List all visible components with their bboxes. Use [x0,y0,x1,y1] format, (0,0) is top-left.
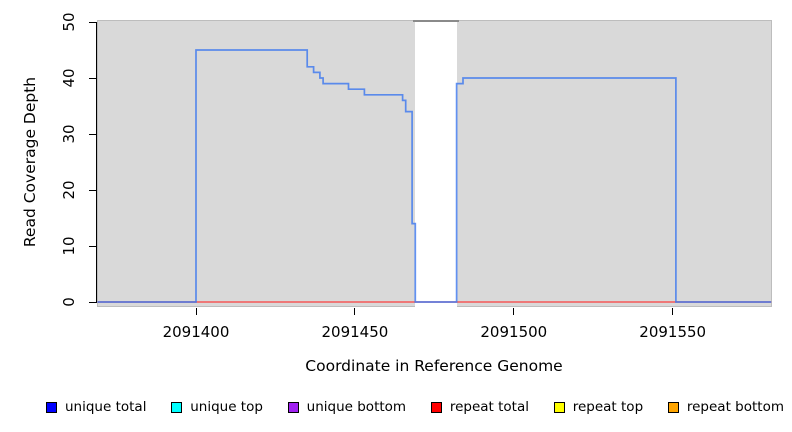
plot-area [97,20,772,307]
legend: unique total unique top unique bottom repea… [46,396,784,418]
y-tick-label: 30 [60,124,78,144]
x-tick-label: 2091550 [639,323,707,341]
repeat-top-swatch-icon [553,401,565,413]
x-tick-label: 2091400 [162,323,230,341]
y-tick-mark [89,189,97,191]
legend-label: unique total [65,399,147,415]
legend-item-unique-top: unique top [171,399,263,415]
x-tick-label: 2091500 [480,323,548,341]
y-tick-label: 0 [60,297,78,307]
legend-label: repeat bottom [686,399,784,415]
y-tick-label: 40 [60,68,78,88]
x-tick-mark [354,308,356,315]
legend-item-repeat-bottom: repeat bottom [667,399,784,415]
unique-total-line [97,49,772,303]
y-tick-mark [89,133,97,135]
coverage-lines [97,49,772,303]
legend-label: repeat total [449,399,529,415]
x-axis-title: Coordinate in Reference Genome [305,357,563,375]
y-tick-mark [89,245,97,247]
unique-top-swatch-icon [171,401,183,413]
repeat-bottom-swatch-icon [667,401,679,413]
x-tick-mark [672,308,674,315]
y-tick-mark [89,21,97,23]
y-tick-mark [89,301,97,303]
legend-item-unique-bottom: unique bottom [287,399,407,415]
legend-item-repeat-top: repeat top [553,399,644,415]
coverage-gap-region [415,20,457,307]
x-tick-label: 2091450 [321,323,389,341]
y-tick-mark [89,77,97,79]
legend-item-repeat-total: repeat total [430,399,529,415]
y-tick-label: 10 [60,236,78,256]
y-axis-title: Read Coverage Depth [21,76,39,248]
x-tick-mark [513,308,515,315]
coverage-gap-top-border [413,20,459,22]
y-axis-line [96,22,97,303]
unique-total-swatch-icon [46,401,57,413]
y-tick-label: 20 [60,180,78,200]
legend-item-unique-total: unique total [46,399,146,415]
repeat-total-swatch-icon [430,401,442,413]
x-tick-mark [195,308,197,315]
legend-label: unique bottom [306,399,407,415]
legend-label: repeat top [572,399,644,415]
legend-label: unique top [190,399,263,415]
unique-bottom-swatch-icon [287,401,299,413]
y-tick-label: 50 [60,12,78,32]
